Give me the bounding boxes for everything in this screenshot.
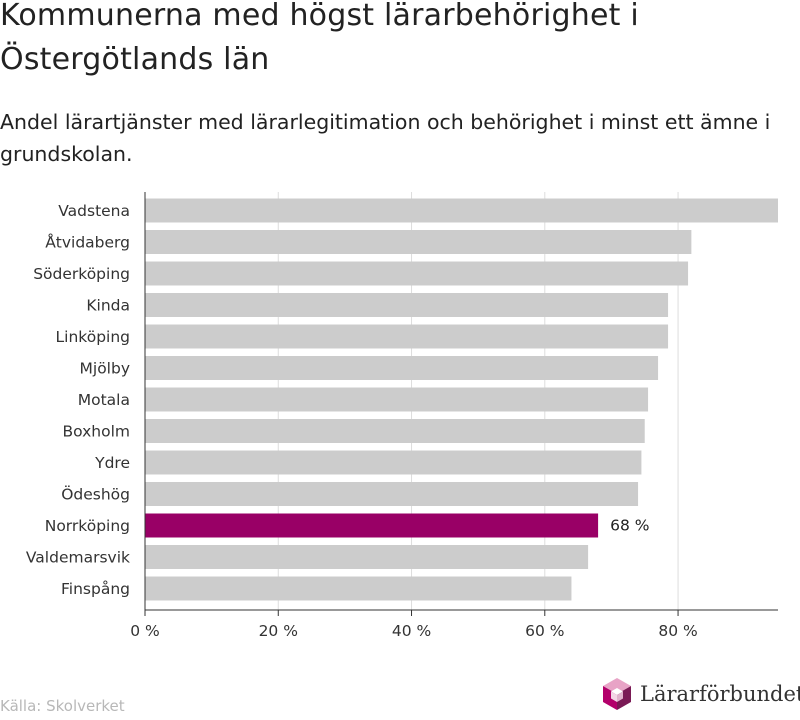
category-label: Åtvidaberg [45,233,130,252]
bar-chart: 0 % 20 % 40 % 60 % 80 % Vadstena Åtvidaberg Sö… [26,192,778,640]
bar-norrköping [145,513,599,538]
bar-finspång [145,576,572,601]
x-tick-label: 20 % [259,622,298,640]
category-label: Linköping [56,328,130,346]
brand-name: Lärarförbundet [640,682,800,706]
category-label: Ydre [94,454,130,472]
category-label: Söderköping [33,265,130,283]
chart-title: Kommunerna med högst lärarbehörighet i Ö… [0,0,639,77]
bar-valdemarsvik [145,545,589,569]
bar-åtvidaberg [145,230,692,254]
labels: Vadstena Åtvidaberg Söderköping Kinda Linköp… [26,202,650,598]
hexagon-cube-icon [603,678,631,710]
x-tick-label: 80 % [658,622,697,640]
bar-ydre [145,450,642,475]
category-label: Vadstena [58,202,130,220]
bar-linköping [145,324,669,349]
bar-mjölby [145,356,659,380]
category-label: Kinda [86,297,130,315]
x-tick-label: 60 % [525,622,564,640]
bar-söderköping [145,261,689,286]
category-label: Ödeshög [61,485,130,504]
bar-kinda [145,293,669,317]
category-label: Motala [78,391,130,409]
category-label: Boxholm [62,423,130,441]
source-note: Källa: Skolverket [0,697,125,715]
bar-vadstena [145,198,778,223]
category-label: Norrköping [45,517,130,535]
data-label: 68 % [610,517,649,535]
category-label: Finspång [61,580,130,598]
bar-ödeshög [145,482,639,506]
brand-logo: Lärarförbundet [601,676,800,712]
bars [145,198,778,601]
bar-motala [145,387,649,412]
x-axis: 0 % 20 % 40 % 60 % 80 % [130,192,778,640]
x-tick-label: 0 % [130,622,160,640]
category-label: Valdemarsvik [26,549,130,567]
chart-subtitle: Andel lärartjänster med lärarlegitimatio… [0,110,771,166]
bar-boxholm [145,419,645,443]
category-label: Mjölby [80,360,130,378]
x-tick-label: 40 % [392,622,431,640]
